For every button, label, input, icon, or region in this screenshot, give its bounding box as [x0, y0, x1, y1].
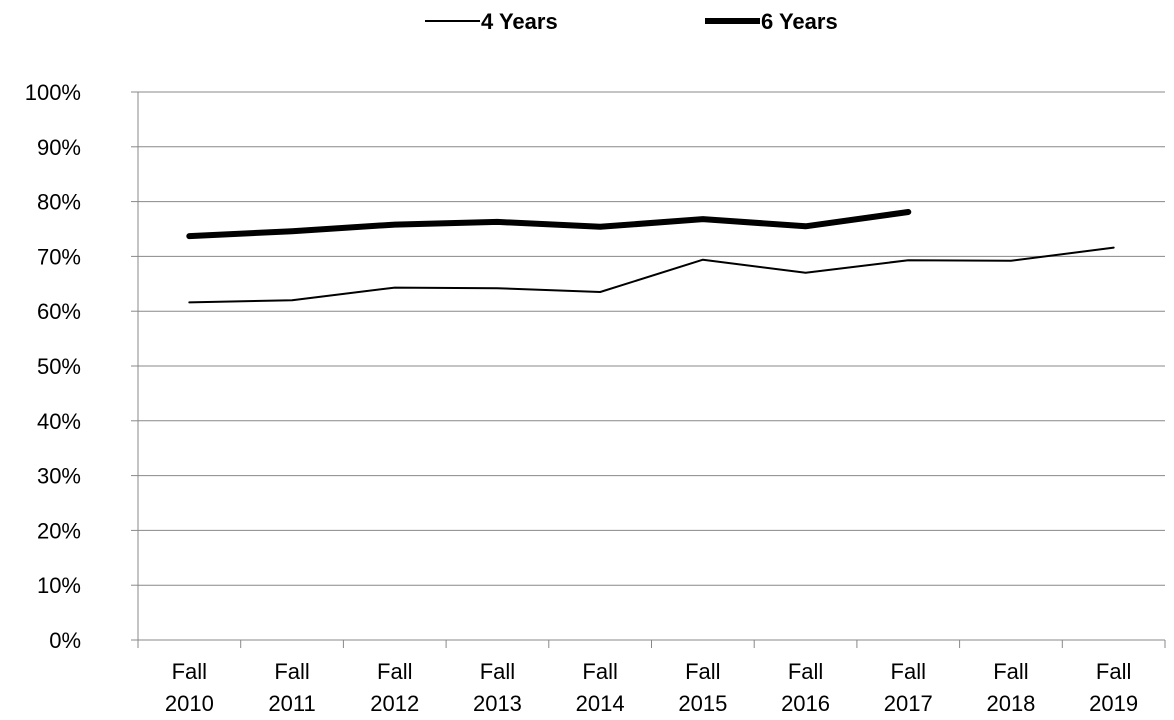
x-tick-label: Fall 2010 [165, 659, 214, 716]
y-tick-label: 0% [49, 628, 81, 653]
y-tick-label: 10% [37, 573, 81, 598]
legend-label-6-years: 6 Years [761, 9, 838, 34]
y-tick-label: 100% [25, 80, 81, 105]
y-tick-label: 90% [37, 135, 81, 160]
legend-label-4-years: 4 Years [481, 9, 558, 34]
x-tick-label: Fall 2016 [781, 659, 830, 716]
x-tick-label: Fall 2015 [678, 659, 727, 716]
axes [131, 91, 1166, 648]
series-lines [186, 209, 1115, 304]
y-tick-label: 70% [37, 244, 81, 269]
x-tick-label: Fall 2018 [986, 659, 1035, 716]
x-axis-tick-labels: Fall 2010 Fall 2011 Fall 2012 Fall 2013 Fall 2014… [165, 659, 1138, 716]
x-tick-label: Fall 2014 [576, 659, 625, 716]
series-line-4-years [188, 246, 1115, 304]
y-tick-label: 20% [37, 518, 81, 543]
legend: 4 Years 6 Years [425, 9, 838, 34]
y-tick-label: 30% [37, 464, 81, 489]
x-tick-label: Fall 2017 [884, 659, 933, 716]
series-line-6-years [186, 209, 912, 240]
y-tick-label: 40% [37, 409, 81, 434]
x-tick-label: Fall 2012 [370, 659, 419, 716]
y-tick-label: 80% [37, 190, 81, 215]
gridlines [138, 91, 1165, 586]
x-tick-label: Fall 2019 [1089, 659, 1138, 716]
x-tick-label: Fall 2013 [473, 659, 522, 716]
y-tick-label: 60% [37, 299, 81, 324]
x-tick-label: Fall 2011 [268, 659, 315, 716]
y-axis-tick-labels: 0% 10% 20% 30% 40% 50% 60% 70% 80% 90% 100% [25, 80, 81, 653]
y-tick-label: 50% [37, 354, 81, 379]
